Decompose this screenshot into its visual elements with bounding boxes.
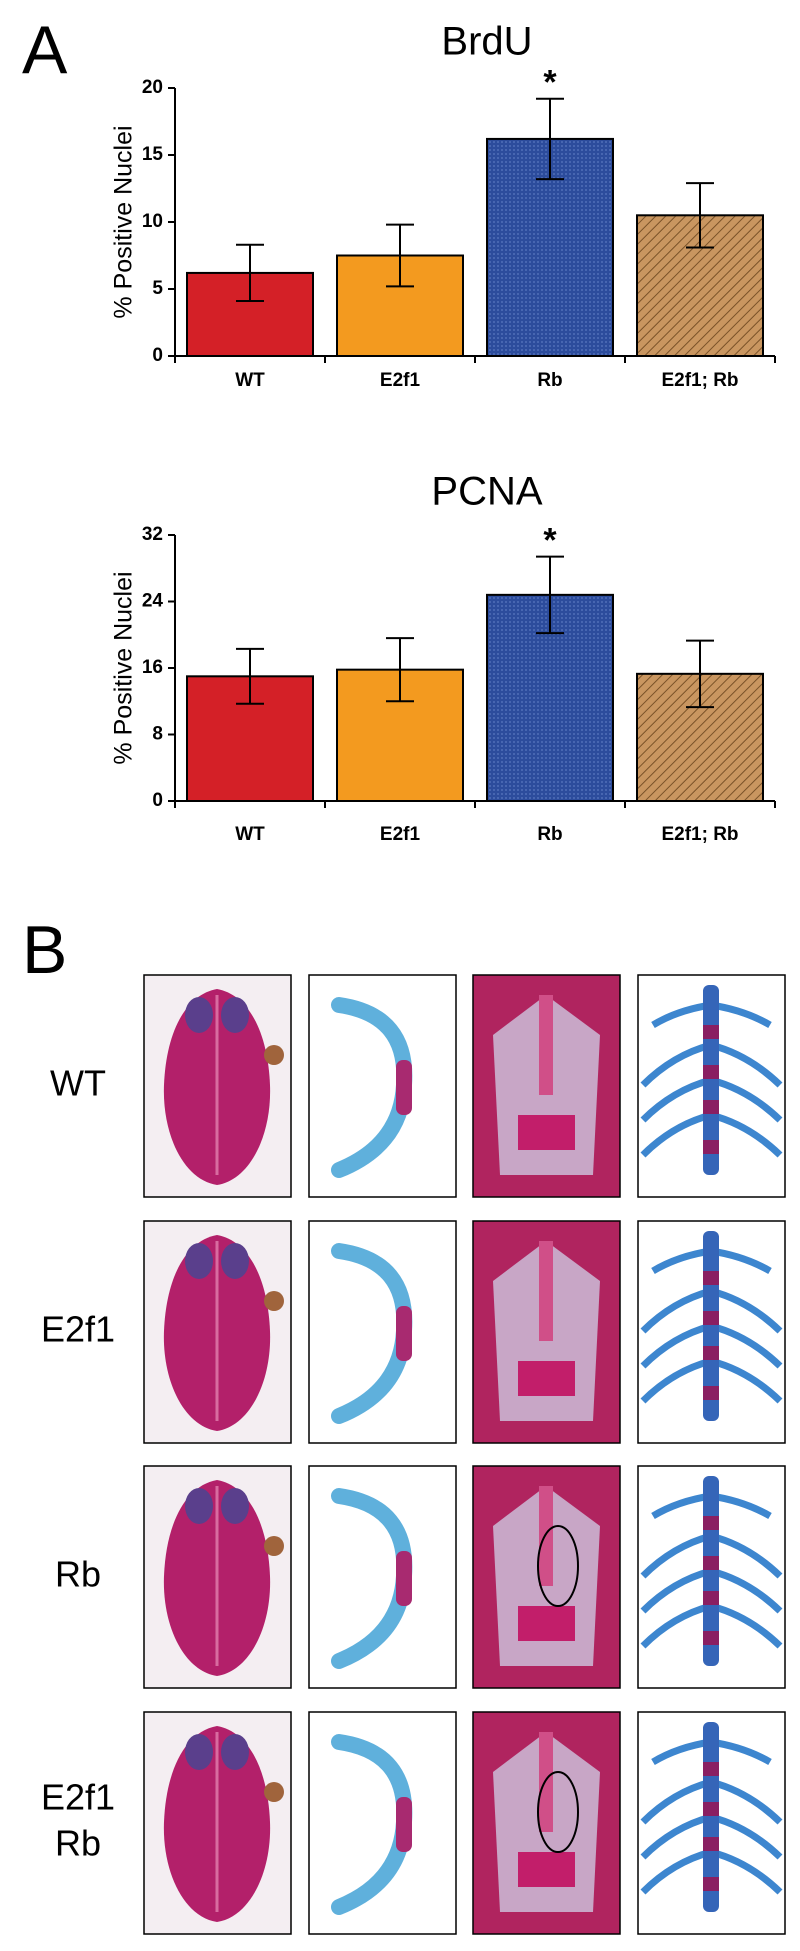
error-bar: [236, 647, 264, 705]
specimen-image: [144, 1466, 291, 1688]
row-label: E2f1: [41, 1309, 115, 1350]
image-frame: [308, 974, 457, 1198]
specimen-image: [144, 1221, 291, 1443]
y-tick-label: 0: [152, 345, 163, 366]
specimen-image: [638, 1221, 785, 1443]
chart-title: BrdU: [441, 20, 532, 64]
image-frame: [143, 974, 292, 1198]
image-frame: [637, 974, 786, 1198]
highlight-circle: [537, 1525, 579, 1607]
annotation: *: [543, 64, 557, 102]
image-frame: [637, 1711, 786, 1935]
specimen-image: [309, 1466, 456, 1688]
y-tick-label: 15: [142, 144, 164, 165]
x-tick-label: WT: [235, 824, 265, 845]
specimen-image: [309, 975, 456, 1197]
highlight-circle: [537, 1771, 579, 1853]
specimen-image: [638, 1466, 785, 1688]
y-tick-label: 5: [152, 278, 163, 299]
x-tick-label: E2f1; Rb: [661, 370, 738, 391]
x-tick-label: Rb: [537, 370, 562, 391]
specimen-image: [473, 1712, 620, 1934]
specimen-image: [309, 1221, 456, 1443]
error-bar: [536, 97, 564, 181]
image-frame: [472, 1220, 621, 1444]
y-tick-label: 8: [152, 724, 163, 745]
y-tick-label: 24: [142, 591, 164, 612]
specimen-image: [638, 1712, 785, 1934]
y-axis-label: % Positive Nuclei: [110, 571, 138, 764]
image-frame: [637, 1465, 786, 1689]
specimen-image: [144, 1712, 291, 1934]
row-label: Rb: [55, 1823, 101, 1864]
y-tick-label: 20: [142, 77, 163, 98]
image-frame: [308, 1220, 457, 1444]
error-bar: [236, 243, 264, 303]
specimen-image: [473, 1466, 620, 1688]
x-tick-label: E2f1; Rb: [661, 824, 738, 845]
specimen-image: [473, 1221, 620, 1443]
chart-title: PCNA: [431, 470, 542, 514]
specimen-image: [473, 975, 620, 1197]
y-tick-label: 10: [142, 211, 163, 232]
row-label: WT: [50, 1063, 106, 1104]
image-frame: [308, 1711, 457, 1935]
image-frame: [472, 974, 621, 1198]
image-frame: [143, 1465, 292, 1689]
image-frame: [472, 1711, 621, 1935]
y-tick-label: 0: [152, 790, 163, 811]
panel-label: A: [22, 12, 68, 88]
specimen-image: [638, 975, 785, 1197]
row-label: Rb: [55, 1554, 101, 1595]
x-tick-label: E2f1: [380, 824, 421, 845]
x-tick-label: E2f1: [380, 370, 421, 391]
y-tick-label: 32: [142, 524, 163, 545]
y-axis-label: % Positive Nuclei: [110, 125, 138, 318]
error-bar: [386, 223, 414, 288]
x-tick-label: WT: [235, 370, 265, 391]
error-bar: [536, 555, 564, 635]
image-frame: [143, 1220, 292, 1444]
specimen-image: [309, 1712, 456, 1934]
image-frame: [308, 1465, 457, 1689]
x-tick-label: Rb: [537, 824, 562, 845]
y-tick-label: 16: [142, 657, 163, 678]
row-label: E2f1: [41, 1777, 115, 1818]
specimen-image: [144, 975, 291, 1197]
image-frame: [143, 1711, 292, 1935]
image-frame: [637, 1220, 786, 1444]
error-bar: [686, 639, 714, 709]
error-bar: [386, 637, 414, 703]
panel-label: B: [22, 912, 67, 988]
error-bar: [686, 182, 714, 249]
annotation: *: [543, 522, 557, 560]
image-frame: [472, 1465, 621, 1689]
